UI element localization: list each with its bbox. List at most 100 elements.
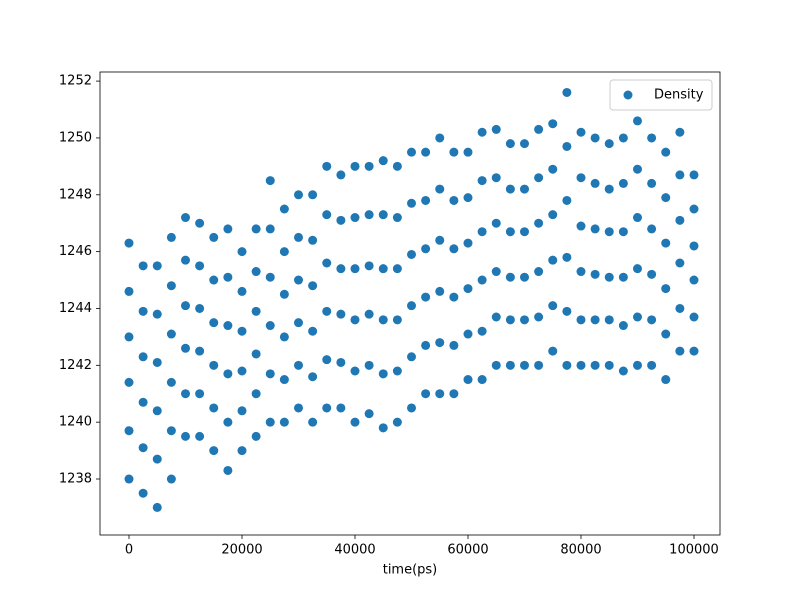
point	[675, 346, 685, 356]
point	[209, 446, 219, 456]
point	[279, 247, 289, 257]
point	[534, 173, 544, 183]
point	[251, 349, 261, 359]
point	[519, 272, 529, 282]
point	[632, 164, 642, 174]
point	[322, 306, 332, 316]
point	[463, 329, 473, 339]
point	[138, 352, 148, 362]
point	[195, 431, 205, 441]
point	[378, 315, 388, 325]
point	[407, 301, 417, 311]
point	[477, 176, 487, 186]
point	[251, 267, 261, 277]
legend-marker	[623, 90, 633, 100]
point	[477, 326, 487, 336]
point	[421, 389, 431, 399]
point	[322, 258, 332, 268]
point	[505, 360, 515, 370]
point	[308, 417, 318, 427]
point	[279, 417, 289, 427]
point	[251, 389, 261, 399]
y-tick-label: 1240	[59, 415, 92, 430]
point	[477, 275, 487, 285]
point	[251, 431, 261, 441]
point	[237, 326, 247, 336]
point	[548, 346, 558, 356]
point	[562, 360, 572, 370]
point	[364, 261, 374, 271]
point	[477, 227, 487, 237]
point	[435, 184, 445, 194]
y-tick-label: 1248	[59, 187, 92, 202]
point	[124, 426, 134, 436]
point	[336, 357, 346, 367]
point	[689, 204, 699, 214]
point	[294, 190, 304, 200]
point	[562, 252, 572, 262]
point	[308, 326, 318, 336]
point	[138, 443, 148, 453]
point	[604, 360, 614, 370]
point	[421, 244, 431, 254]
point	[294, 232, 304, 242]
point	[350, 161, 360, 171]
point	[138, 397, 148, 407]
point	[491, 360, 501, 370]
point	[689, 241, 699, 251]
point	[491, 173, 501, 183]
point	[237, 446, 247, 456]
point	[294, 318, 304, 328]
point	[124, 474, 134, 484]
point	[534, 312, 544, 322]
point	[604, 315, 614, 325]
point	[392, 161, 402, 171]
point	[138, 261, 148, 271]
point	[491, 267, 501, 277]
point	[279, 204, 289, 214]
point	[590, 315, 600, 325]
point	[251, 224, 261, 234]
point	[322, 161, 332, 171]
point	[237, 286, 247, 296]
point	[124, 332, 134, 342]
point	[449, 195, 459, 205]
point	[265, 369, 275, 379]
point	[166, 426, 176, 436]
point	[519, 227, 529, 237]
point	[463, 238, 473, 248]
point	[548, 164, 558, 174]
point	[124, 286, 134, 296]
point	[661, 284, 671, 294]
point	[378, 423, 388, 433]
point	[350, 213, 360, 223]
point	[632, 312, 642, 322]
point	[449, 147, 459, 157]
point	[519, 184, 529, 194]
x-tick-label: 0	[125, 543, 133, 558]
point	[505, 272, 515, 282]
point	[181, 389, 191, 399]
point	[675, 258, 685, 268]
point	[378, 369, 388, 379]
y-tick-label: 1242	[59, 358, 92, 373]
point	[675, 215, 685, 225]
point	[562, 141, 572, 151]
point	[378, 210, 388, 220]
point	[421, 147, 431, 157]
point	[181, 213, 191, 223]
point	[590, 224, 600, 234]
point	[336, 264, 346, 274]
point	[279, 332, 289, 342]
point	[138, 306, 148, 316]
point	[618, 227, 628, 237]
point	[407, 147, 417, 157]
point	[534, 124, 544, 134]
point	[152, 309, 162, 319]
point	[647, 315, 657, 325]
point	[491, 312, 501, 322]
point	[463, 193, 473, 203]
x-tick-label: 20000	[221, 543, 262, 558]
